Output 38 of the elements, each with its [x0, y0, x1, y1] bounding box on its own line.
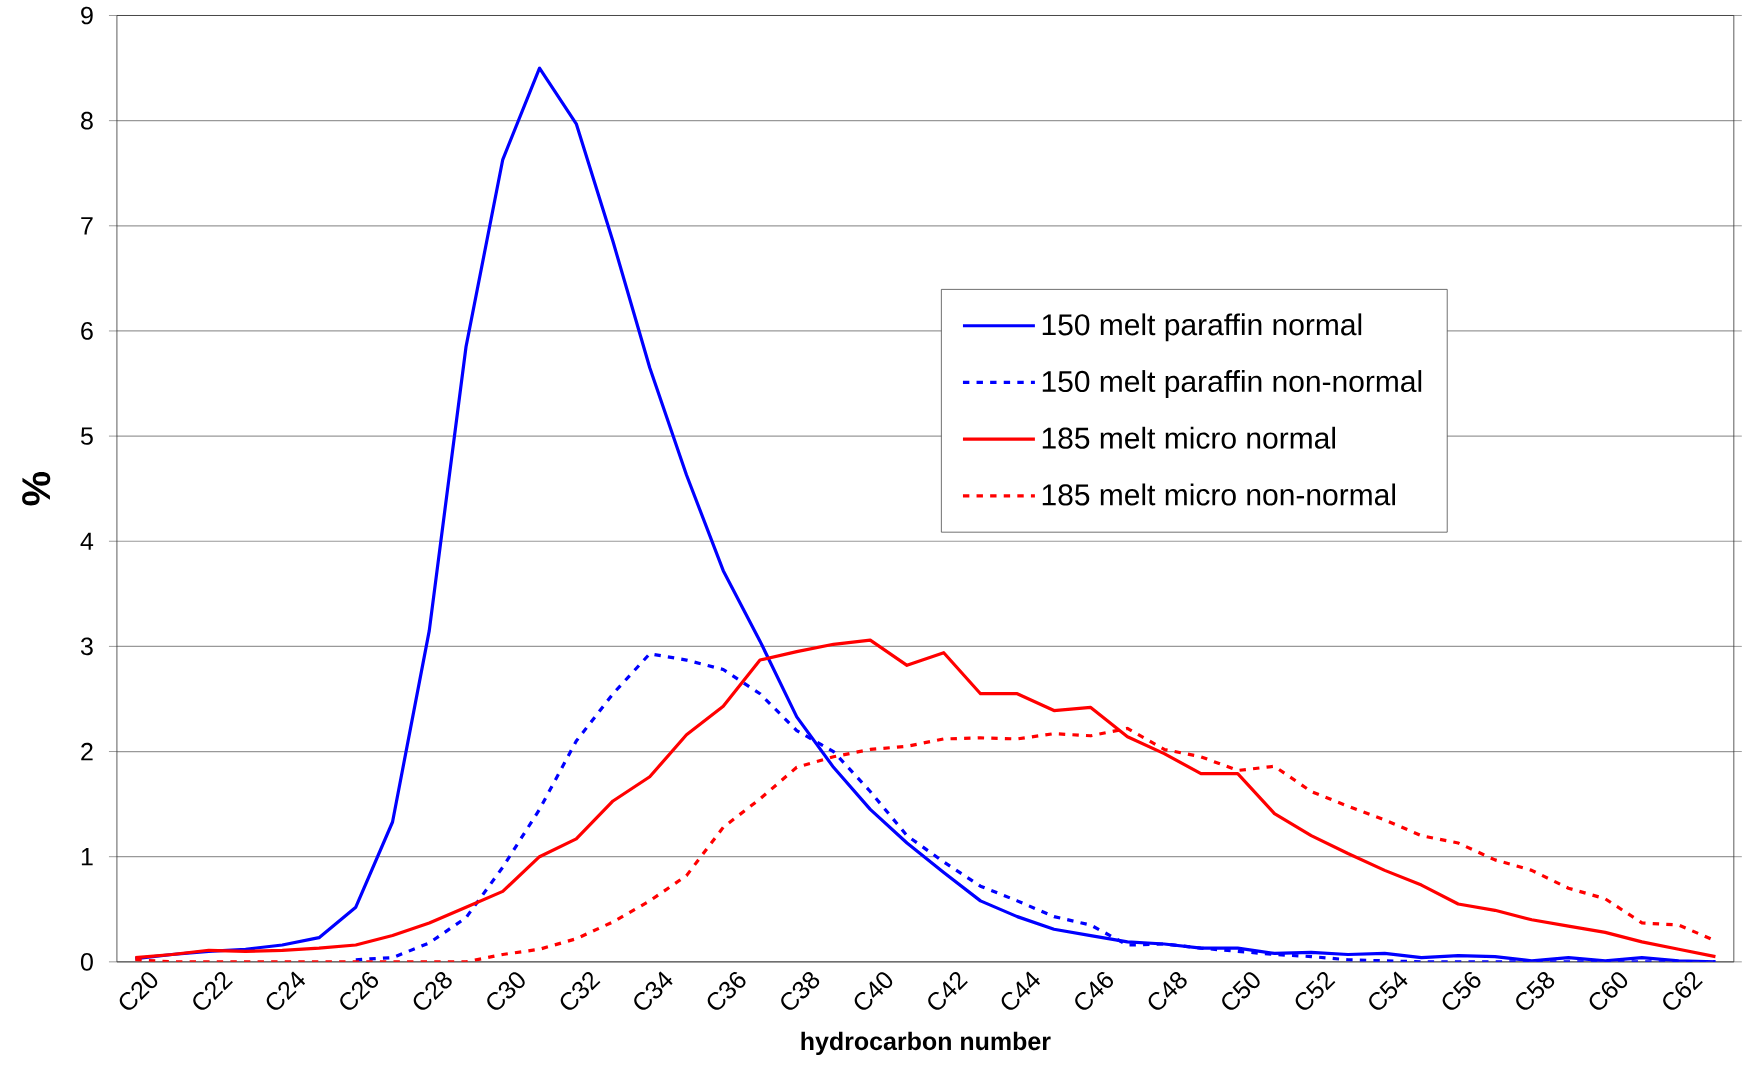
x-tick-label: C44	[1001, 971, 1041, 1010]
x-tick-label: C48	[1148, 972, 1187, 1010]
x-tick-label: C32	[560, 972, 601, 1010]
x-tick-label: C52	[1295, 972, 1336, 1010]
y-tick-label: 3	[80, 637, 93, 656]
x-tick-label: C42	[928, 972, 968, 1010]
x-tick-label: C58	[1516, 972, 1555, 1010]
x-tick-label: C24	[266, 971, 306, 1010]
x-tick-label: C34	[634, 971, 673, 1010]
legend-label: 185 melt micro normal	[1042, 426, 1335, 449]
x-tick-label: C26	[340, 972, 379, 1010]
x-tick-label: C50	[1222, 972, 1260, 1010]
legend-label: 150 melt paraffin normal	[1042, 313, 1362, 342]
x-tick-label: C28	[413, 972, 452, 1010]
x-axis-title: hydrocarbon number	[801, 1031, 1051, 1056]
y-tick-label: 5	[80, 427, 93, 445]
y-axis-title: %	[22, 472, 51, 506]
y-tick-label: 7	[81, 217, 93, 235]
x-tick-label: C40	[854, 972, 893, 1010]
y-tick-label: 8	[81, 111, 93, 130]
x-tick-label: C60	[1589, 972, 1628, 1010]
x-tick-label: C56	[1442, 972, 1481, 1010]
x-tick-label: C38	[781, 972, 820, 1010]
x-tick-label: C30	[487, 972, 525, 1010]
y-tick-label: 1	[81, 848, 93, 866]
x-tick-label: C20	[119, 972, 158, 1010]
legend-label: 185 melt micro non-normal	[1042, 483, 1395, 506]
x-tick-label: C36	[707, 972, 746, 1010]
y-tick-label: 0	[80, 953, 93, 971]
x-tick-label: C54	[1369, 971, 1408, 1010]
x-tick-label: C46	[1075, 972, 1114, 1010]
y-tick-label: 4	[80, 532, 94, 550]
y-tick-label: 6	[81, 322, 93, 340]
x-tick-label: C22	[193, 972, 233, 1010]
y-tick-label: 9	[81, 6, 93, 25]
x-tick-label: C62	[1663, 972, 1703, 1010]
y-tick-label: 2	[81, 742, 93, 761]
legend-label: 150 melt paraffin non-normal	[1042, 370, 1422, 399]
